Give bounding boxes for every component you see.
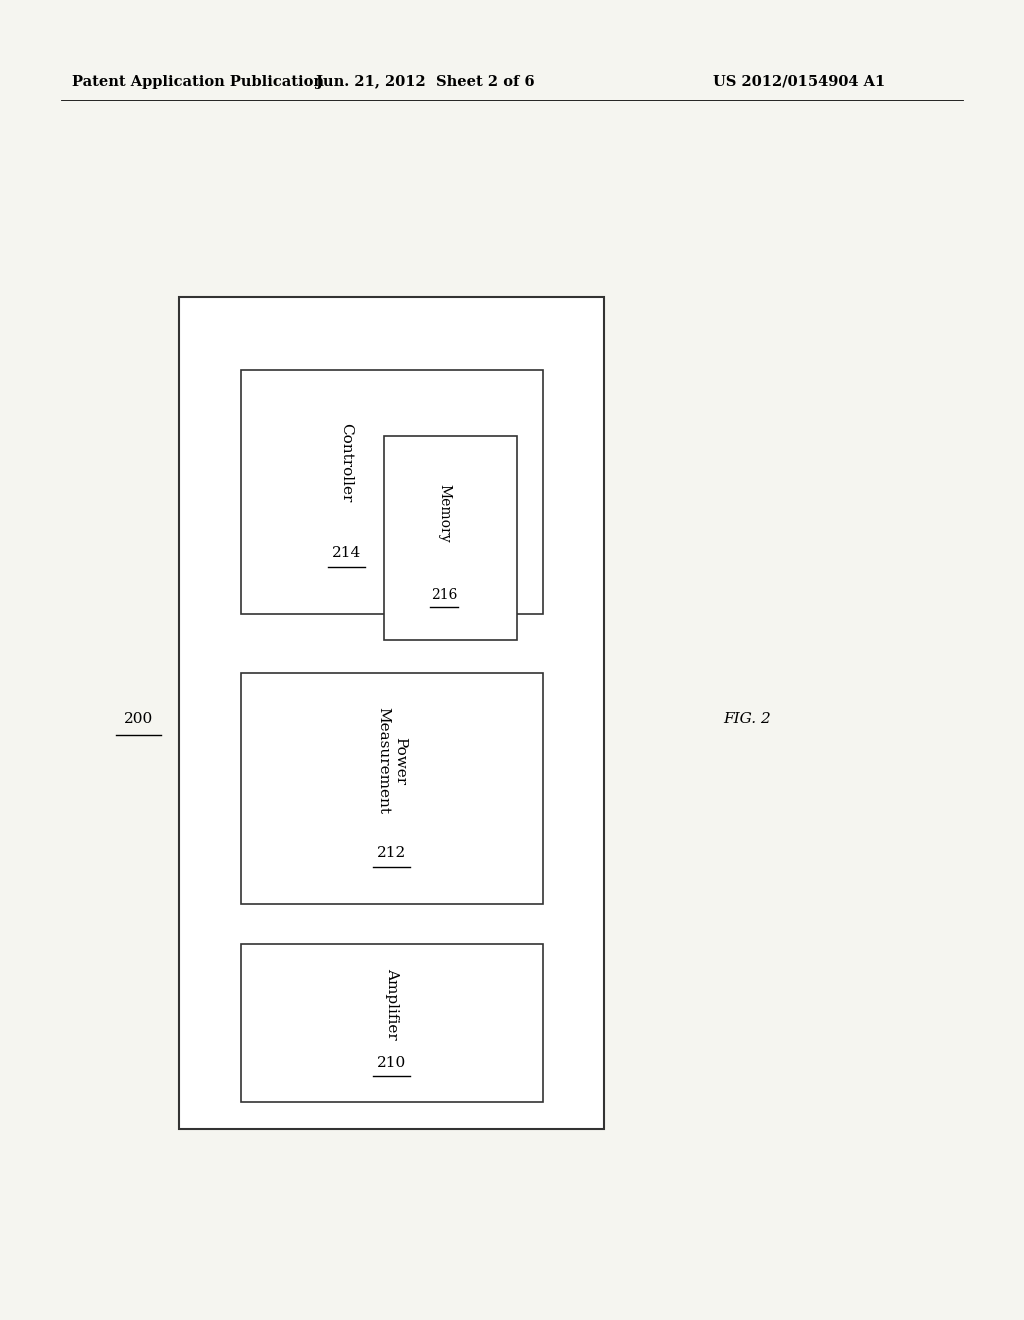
Bar: [179, 297, 604, 1129]
Text: Power
Measurement: Power Measurement: [376, 708, 408, 814]
Text: 200: 200: [124, 713, 153, 726]
Text: Memory: Memory: [437, 484, 451, 543]
Bar: [241, 944, 543, 1102]
Text: 210: 210: [377, 1056, 407, 1069]
Text: US 2012/0154904 A1: US 2012/0154904 A1: [713, 75, 885, 88]
Text: Amplifier: Amplifier: [385, 968, 398, 1040]
Text: 212: 212: [377, 846, 407, 861]
Text: 216: 216: [431, 589, 457, 602]
Text: Jun. 21, 2012  Sheet 2 of 6: Jun. 21, 2012 Sheet 2 of 6: [315, 75, 535, 88]
Bar: [384, 436, 517, 640]
Text: Controller: Controller: [339, 422, 353, 502]
Text: Patent Application Publication: Patent Application Publication: [72, 75, 324, 88]
Bar: [241, 370, 543, 614]
Text: FIG. 2: FIG. 2: [724, 713, 771, 726]
Text: 214: 214: [332, 545, 361, 560]
Bar: [241, 673, 543, 904]
